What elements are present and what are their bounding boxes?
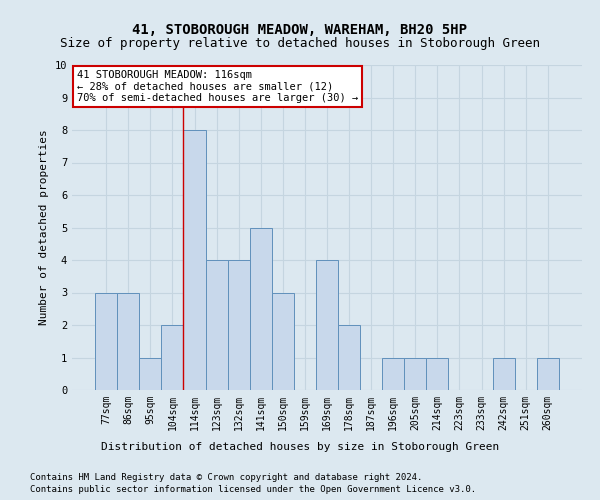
Bar — [382, 358, 404, 390]
Bar — [139, 358, 161, 390]
Bar — [95, 292, 117, 390]
Text: Contains HM Land Registry data © Crown copyright and database right 2024.: Contains HM Land Registry data © Crown c… — [30, 472, 422, 482]
Bar — [404, 358, 427, 390]
Bar — [184, 130, 206, 390]
Text: 41, STOBOROUGH MEADOW, WAREHAM, BH20 5HP: 41, STOBOROUGH MEADOW, WAREHAM, BH20 5HP — [133, 22, 467, 36]
Y-axis label: Number of detached properties: Number of detached properties — [39, 130, 49, 326]
Bar — [250, 228, 272, 390]
Text: Distribution of detached houses by size in Stoborough Green: Distribution of detached houses by size … — [101, 442, 499, 452]
Bar — [537, 358, 559, 390]
Bar — [227, 260, 250, 390]
Bar — [493, 358, 515, 390]
Bar — [427, 358, 448, 390]
Bar — [338, 325, 360, 390]
Bar — [206, 260, 227, 390]
Bar — [272, 292, 294, 390]
Text: 41 STOBOROUGH MEADOW: 116sqm
← 28% of detached houses are smaller (12)
70% of se: 41 STOBOROUGH MEADOW: 116sqm ← 28% of de… — [77, 70, 358, 103]
Bar — [316, 260, 338, 390]
Bar — [161, 325, 184, 390]
Bar — [117, 292, 139, 390]
Text: Size of property relative to detached houses in Stoborough Green: Size of property relative to detached ho… — [60, 38, 540, 51]
Text: Contains public sector information licensed under the Open Government Licence v3: Contains public sector information licen… — [30, 485, 476, 494]
